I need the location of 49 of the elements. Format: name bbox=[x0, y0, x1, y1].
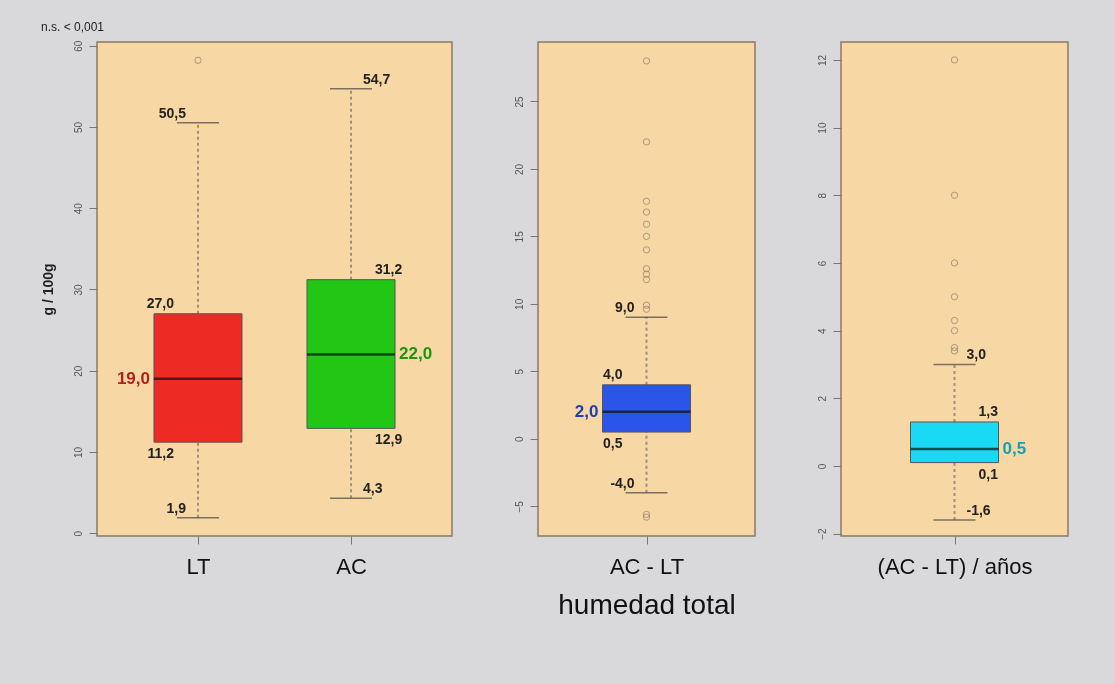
annotation: 22,0 bbox=[399, 344, 433, 364]
annotation: 4,0 bbox=[603, 365, 623, 382]
annotation: 1,9 bbox=[166, 499, 187, 516]
annotation: 54,7 bbox=[363, 70, 391, 87]
annotation: 0,5 bbox=[603, 435, 623, 452]
y-tick-label: 5 bbox=[513, 368, 525, 375]
y-tick-label: 0 bbox=[72, 530, 84, 537]
annotation: 3,0 bbox=[966, 346, 987, 363]
annotation: 2,0 bbox=[574, 401, 599, 421]
annotation: 4,3 bbox=[363, 480, 383, 497]
y-tick-label: 10 bbox=[816, 122, 828, 134]
y-tick-label: 50 bbox=[72, 121, 84, 133]
y-tick-label: −5 bbox=[513, 500, 525, 513]
annotation: 27,0 bbox=[146, 294, 175, 311]
y-tick-label: 12 bbox=[816, 54, 828, 66]
annotation: 12,9 bbox=[375, 431, 403, 448]
y-tick-label: 20 bbox=[513, 163, 525, 175]
y-tick-label: −2 bbox=[816, 527, 828, 540]
y-tick-label: 25 bbox=[513, 95, 525, 108]
y-tick-label: 30 bbox=[72, 283, 84, 296]
y-tick-label: 4 bbox=[816, 327, 828, 334]
annotation: 11,2 bbox=[147, 445, 175, 462]
annotation: 1,3 bbox=[978, 402, 999, 419]
x-tick-label: AC bbox=[336, 553, 367, 579]
y-tick-label: 0 bbox=[816, 463, 828, 470]
annotation: -4,0 bbox=[610, 474, 635, 491]
y-tick-label: 0 bbox=[513, 436, 525, 443]
y-tick-label: 60 bbox=[72, 40, 84, 52]
annotation: 31,2 bbox=[375, 260, 403, 277]
y-tick-label: 15 bbox=[513, 230, 525, 243]
x-axis-title: humedad total bbox=[558, 588, 736, 620]
y-tick-label: 6 bbox=[816, 260, 828, 267]
y-tick-label: 10 bbox=[72, 446, 84, 458]
annotation: 19,0 bbox=[116, 368, 150, 388]
annotation: -1,6 bbox=[966, 502, 991, 519]
annotation: 0,1 bbox=[978, 465, 999, 482]
text: n.s. < 0,001 bbox=[41, 20, 105, 35]
y-axis-title: g / 100g bbox=[39, 263, 56, 316]
annotation: 0,5 bbox=[1002, 439, 1027, 459]
x-tick-label: AC - LT bbox=[609, 553, 685, 579]
annotation: 9,0 bbox=[615, 299, 635, 316]
x-tick-label: (AC - LT) / años bbox=[877, 553, 1033, 579]
y-tick-label: 8 bbox=[816, 192, 828, 199]
y-tick-label: 2 bbox=[816, 395, 828, 402]
y-tick-label: 40 bbox=[72, 202, 84, 215]
y-tick-label: 10 bbox=[513, 298, 525, 310]
x-tick-label: LT bbox=[186, 553, 211, 579]
y-tick-label: 20 bbox=[72, 365, 84, 377]
annotation: 50,5 bbox=[158, 104, 187, 121]
